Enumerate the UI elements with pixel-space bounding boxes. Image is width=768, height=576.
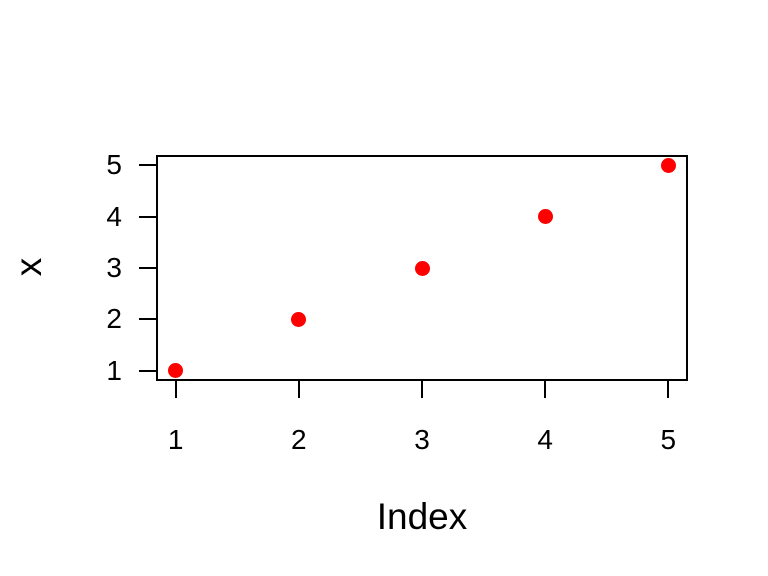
data-point [414, 260, 430, 276]
data-point [537, 209, 553, 225]
y-axis-tick-label: 4 [106, 200, 122, 232]
x-axis-tick-mark [544, 381, 547, 398]
x-axis-tick-label: 1 [167, 424, 184, 455]
data-point [660, 157, 676, 173]
x-axis-tick-label: 4 [537, 424, 553, 455]
y-axis-tick-label: 2 [106, 303, 122, 335]
y-axis-tick-label: 5 [106, 149, 122, 181]
x-axis-title: Index [376, 496, 468, 537]
x-axis-tick-mark [667, 381, 670, 398]
y-axis-tick-mark [139, 318, 156, 321]
x-axis-tick-mark [174, 381, 177, 398]
y-axis-tick-label: 3 [106, 252, 122, 283]
x-axis-tick-label: 5 [660, 424, 677, 455]
y-axis-tick-mark [139, 164, 156, 167]
y-axis-tick-label: 1 [106, 354, 122, 386]
x-axis-tick-mark [421, 381, 423, 398]
y-axis-tick-mark [139, 215, 156, 218]
x-axis-tick-mark [297, 381, 300, 398]
y-axis-tick-mark [139, 369, 156, 372]
y-axis-title: x [8, 257, 49, 277]
y-axis-tick-mark [139, 267, 156, 269]
x-axis-tick-label: 3 [414, 424, 430, 455]
data-point [168, 363, 184, 379]
data-point [291, 311, 307, 327]
x-axis-tick-label: 2 [291, 424, 307, 455]
